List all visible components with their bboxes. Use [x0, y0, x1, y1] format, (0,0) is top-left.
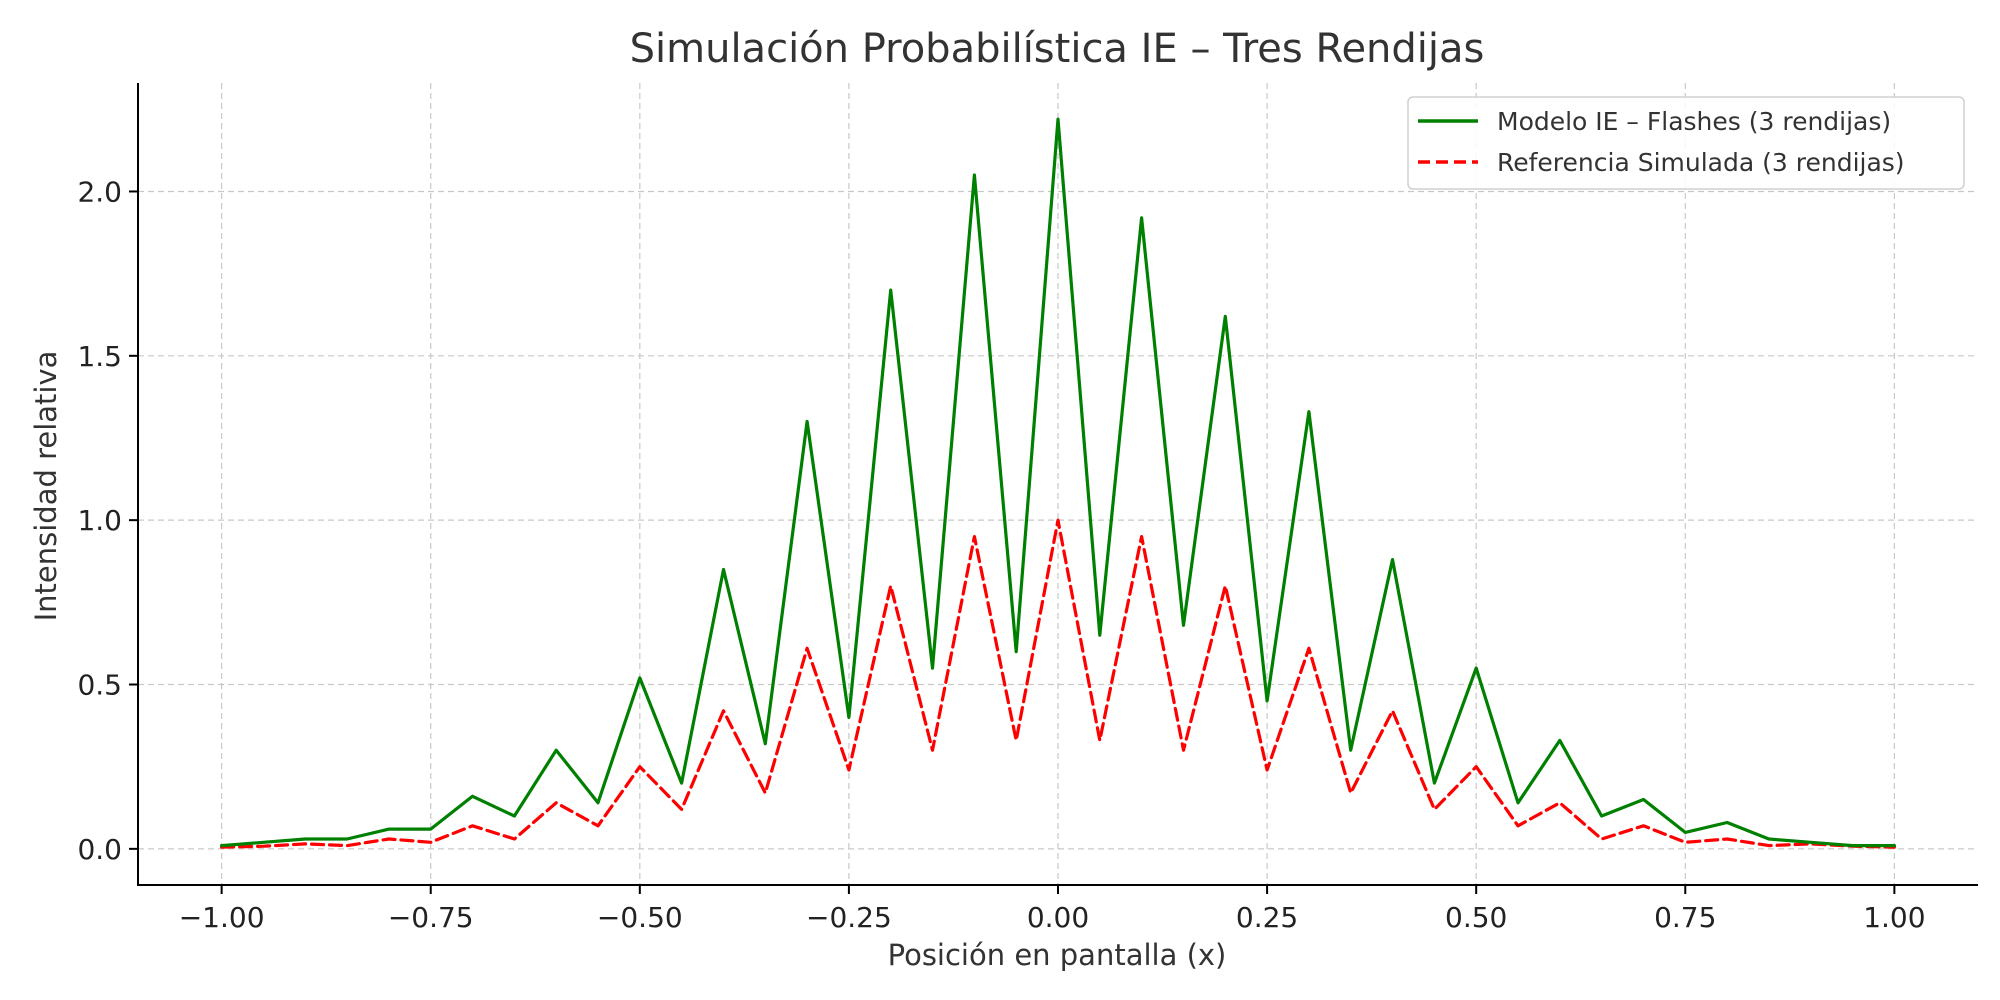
x-axis-label: Posición en pantalla (x)	[888, 938, 1227, 972]
x-tick-label: 1.00	[1863, 901, 1925, 934]
x-tick-label: −0.75	[388, 901, 474, 934]
y-axis-ticks: 0.0 0.5 1.0 1.5 2.0	[77, 175, 138, 866]
x-tick-label: 0.75	[1654, 901, 1716, 934]
x-axis-ticks: −1.00 −0.75 −0.50 −0.25 0.00 0.25 0.50 0.75 1.00	[179, 885, 1926, 934]
y-axis-label: Intensidad relativa	[29, 351, 63, 622]
y-tick-label: 0.0	[77, 833, 122, 866]
legend-box	[1407, 96, 1965, 190]
series-line-referencia	[220, 518, 1896, 849]
y-tick-label: 1.5	[77, 340, 122, 373]
y-tick-label: 1.0	[77, 504, 122, 537]
legend-label-referencia: Referencia Simulada (3 rendijas)	[1497, 148, 1905, 177]
y-tick-label: 0.5	[77, 669, 122, 702]
x-tick-label: 0.50	[1445, 901, 1507, 934]
x-tick-label: 0.00	[1027, 901, 1089, 934]
plot-area	[220, 117, 1896, 849]
chart-title: Simulación Probabilística IE – Tres Rend…	[630, 26, 1485, 72]
series-line-modelo	[220, 117, 1896, 848]
legend-label-modelo: Modelo IE – Flashes (3 rendijas)	[1497, 107, 1891, 136]
x-tick-label: 0.25	[1236, 901, 1298, 934]
y-tick-label: 2.0	[77, 175, 122, 208]
x-tick-label: −0.25	[806, 901, 892, 934]
legend: Modelo IE – Flashes (3 rendijas) Referen…	[1407, 96, 1965, 190]
x-tick-label: −0.50	[597, 901, 683, 934]
x-tick-label: −1.00	[179, 901, 265, 934]
grid	[138, 83, 1978, 885]
